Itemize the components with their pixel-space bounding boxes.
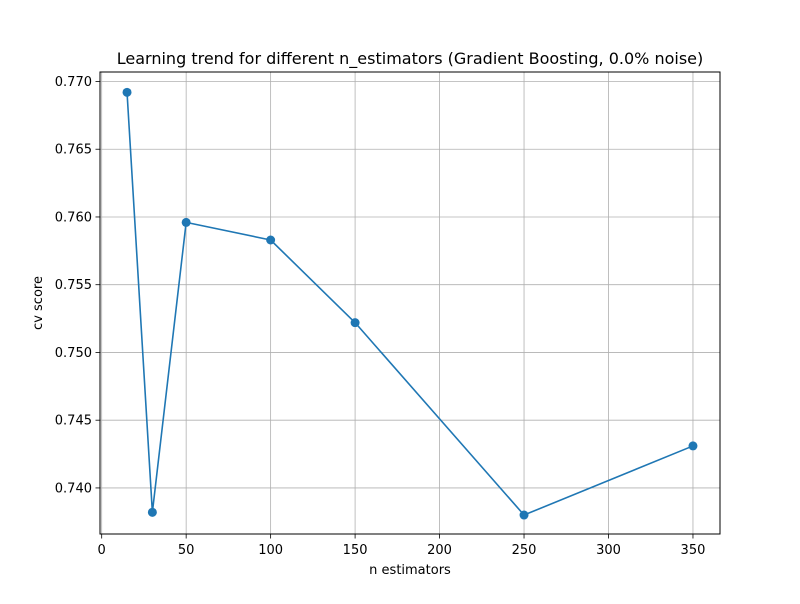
y-tick-label: 0.770 bbox=[55, 75, 92, 90]
y-tick-label: 0.740 bbox=[55, 481, 92, 496]
data-point bbox=[688, 441, 698, 451]
y-tick-label: 0.765 bbox=[55, 143, 92, 158]
y-tick-label: 0.750 bbox=[55, 346, 92, 361]
x-tick-label: 50 bbox=[178, 543, 195, 558]
x-tick-label: 350 bbox=[681, 543, 706, 558]
x-axis-label: n estimators bbox=[369, 563, 451, 578]
series-layer bbox=[122, 87, 698, 520]
chart-title: Learning trend for different n_estimator… bbox=[117, 49, 703, 69]
y-axis-label: cv score bbox=[31, 276, 46, 330]
y-tick-label: 0.760 bbox=[55, 210, 92, 225]
data-point bbox=[122, 87, 132, 97]
x-tick-label: 250 bbox=[512, 543, 537, 558]
data-point bbox=[266, 235, 276, 245]
data-point bbox=[147, 507, 157, 517]
data-point bbox=[519, 510, 529, 520]
y-tick-label: 0.745 bbox=[55, 414, 92, 429]
data-point bbox=[181, 217, 191, 227]
axes bbox=[99, 71, 721, 535]
x-tick-label: 200 bbox=[427, 543, 452, 558]
plot-frame bbox=[99, 71, 721, 535]
x-tick-label: 0 bbox=[98, 543, 106, 558]
ticks: 0 50 100 150 200 250 300 350 0.740 0.745 0.750 0.75… bbox=[55, 75, 706, 558]
x-tick-label: 100 bbox=[258, 543, 283, 558]
x-tick-label: 150 bbox=[343, 543, 368, 558]
grid-lines bbox=[100, 72, 720, 534]
data-point bbox=[350, 318, 360, 328]
y-tick-label: 0.755 bbox=[55, 278, 92, 293]
x-tick-label: 300 bbox=[596, 543, 621, 558]
